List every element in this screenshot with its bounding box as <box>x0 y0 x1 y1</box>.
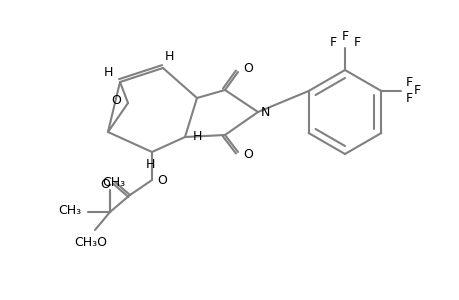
Text: F: F <box>353 35 360 49</box>
Text: F: F <box>405 76 412 89</box>
Text: CH₃O: CH₃O <box>74 236 107 248</box>
Text: H: H <box>145 158 154 170</box>
Text: O: O <box>111 94 121 107</box>
Text: CH₃: CH₃ <box>102 176 125 188</box>
Text: F: F <box>413 85 420 98</box>
Text: H: H <box>103 65 112 79</box>
Text: F: F <box>341 29 348 43</box>
Text: F: F <box>405 92 412 106</box>
Text: H: H <box>192 130 201 143</box>
Text: F: F <box>329 35 336 49</box>
Text: O: O <box>157 173 167 187</box>
Text: CH₃: CH₃ <box>58 203 81 217</box>
Text: N: N <box>260 106 269 118</box>
Text: O: O <box>242 62 252 76</box>
Text: O: O <box>100 178 110 191</box>
Text: O: O <box>242 148 252 161</box>
Text: H: H <box>164 50 174 62</box>
